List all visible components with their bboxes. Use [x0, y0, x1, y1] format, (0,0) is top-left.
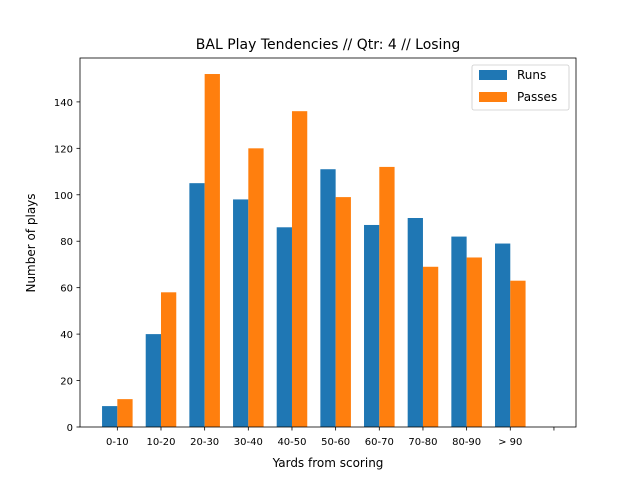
bar-passes-9	[510, 280, 526, 427]
legend-label-runs: Runs	[517, 68, 546, 82]
y-tick-label: 20	[60, 377, 73, 388]
bar-runs-3	[233, 199, 249, 427]
bar-passes-4	[291, 111, 308, 428]
bar-runs-4	[276, 227, 292, 427]
axes-layer: 0 20 40 60 80 100 120 140 0-10 10-20 20-30 30-40 40-…	[54, 57, 577, 448]
x-tick-label: 50-60	[321, 437, 350, 448]
legend-swatch-runs	[479, 70, 507, 80]
bar-runs-8	[451, 236, 467, 427]
y-tick-label: 80	[60, 237, 73, 248]
y-tick-label: 0	[67, 423, 73, 434]
y-tick-label: 140	[54, 98, 73, 109]
x-axis-label: Yards from scoring	[272, 456, 384, 470]
x-tick-label: > 90	[498, 437, 522, 448]
bar-passes-2	[204, 74, 220, 428]
legend-swatch-passes	[479, 92, 507, 102]
x-tick-label: 70-80	[408, 437, 437, 448]
bar-runs-1	[145, 334, 161, 427]
bar-runs-6	[364, 224, 380, 427]
y-axis-label: Number of plays	[24, 193, 38, 292]
bar-passes-3	[248, 148, 264, 427]
bar-runs-0	[102, 406, 118, 427]
bar-passes-6	[379, 166, 395, 427]
legend: Runs Passes	[471, 64, 570, 111]
y-tick-label: 60	[60, 284, 73, 295]
y-tick-label: 120	[54, 144, 73, 155]
legend-label-passes: Passes	[517, 90, 557, 104]
plot-frame	[79, 57, 577, 428]
x-tick-label: 80-90	[452, 437, 481, 448]
bar-passes-8	[466, 257, 482, 427]
bar-runs-9	[495, 243, 511, 427]
x-tick-label: 20-30	[190, 437, 219, 448]
bar-passes-0	[117, 399, 133, 427]
x-tick-label: 60-70	[365, 437, 394, 448]
bar-runs-2	[189, 183, 205, 427]
chart-title: BAL Play Tendencies // Qtr: 4 // Losing	[196, 37, 460, 53]
bar-runs-7	[407, 218, 423, 427]
x-tick-label: 10-20	[146, 437, 175, 448]
bar-passes-5	[335, 197, 351, 427]
bar-passes-1	[160, 292, 177, 427]
bars-layer	[102, 74, 526, 428]
x-tick-label: 30-40	[234, 437, 263, 448]
bar-passes-7	[422, 266, 439, 427]
x-tick-label: 40-50	[277, 437, 306, 448]
y-tick-label: 40	[60, 330, 73, 341]
y-tick-label: 100	[54, 191, 73, 202]
x-tick-label: 0-10	[106, 437, 129, 448]
bar-runs-5	[320, 169, 336, 428]
